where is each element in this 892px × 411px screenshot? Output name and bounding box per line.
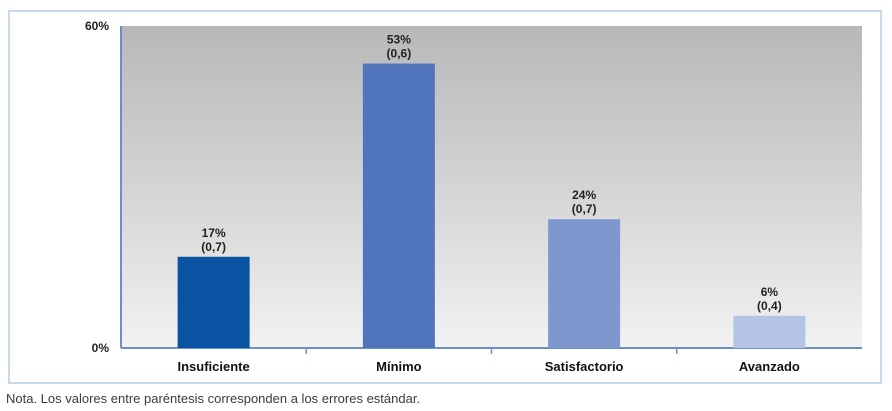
data-label-value: 24% — [572, 188, 596, 202]
data-label-se: (0,7) — [201, 240, 226, 254]
data-label-se: (0,7) — [572, 202, 597, 216]
y-tick-label: 60% — [85, 19, 109, 33]
bar-avanzado — [733, 315, 806, 348]
category-label: Mínimo — [376, 359, 422, 374]
bars — [177, 63, 806, 349]
y-tick-label: 0% — [92, 341, 110, 355]
category-label: Satisfactorio — [545, 359, 624, 374]
data-label-se: (0,6) — [387, 47, 412, 61]
category-label: Avanzado — [739, 359, 800, 374]
bar-insuficiente — [177, 256, 250, 348]
footnote: Nota. Los valores entre paréntesis corre… — [6, 391, 421, 406]
data-label-se: (0,4) — [757, 299, 782, 313]
data-label-value: 53% — [387, 33, 411, 47]
bar-chart: 0% 60% Insuficiente Mínimo Satisfactorio Avan… — [85, 19, 862, 374]
category-label: Insuficiente — [178, 359, 250, 374]
bar-mínimo — [362, 63, 435, 349]
bar-satisfactorio — [548, 219, 621, 348]
data-label-value: 17% — [202, 226, 226, 240]
data-label-value: 6% — [761, 285, 779, 299]
data-labels: 17%(0,7)53%(0,6)24%(0,7)6%(0,4) — [201, 33, 781, 313]
